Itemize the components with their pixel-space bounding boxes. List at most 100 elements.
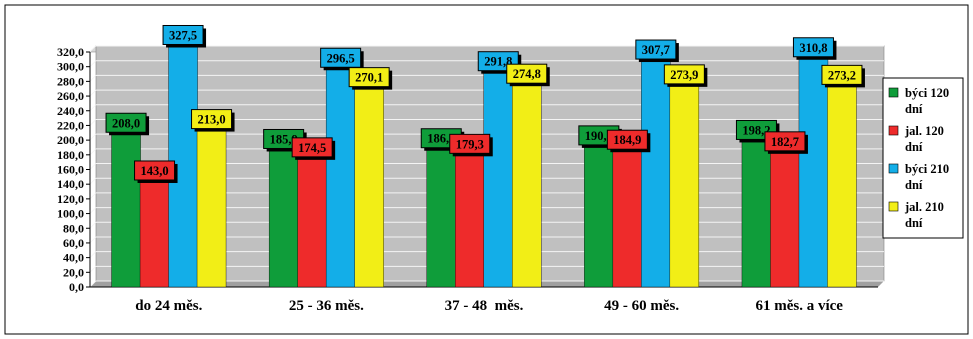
y-tick-label: 280,0 — [57, 74, 84, 88]
gridline-side — [89, 280, 97, 288]
data-label: 143,0 — [140, 164, 168, 178]
data-label-box — [606, 129, 648, 150]
data-label: 310,8 — [799, 41, 827, 55]
data-label: 185,9 — [270, 132, 298, 146]
legend-swatch — [888, 125, 899, 136]
y-tick-label: 220,0 — [57, 118, 84, 132]
bar — [741, 141, 772, 288]
gridline-side — [89, 221, 97, 229]
gridline-side — [89, 236, 97, 244]
data-label: 273,9 — [670, 68, 698, 82]
gridline-side — [89, 89, 97, 97]
y-tick-label: 140,0 — [57, 177, 84, 191]
data-label: 291,8 — [484, 55, 512, 69]
y-tick-label: 320,0 — [57, 45, 84, 59]
y-tick-label: 240,0 — [57, 104, 84, 118]
data-label: 174,5 — [298, 141, 326, 155]
bar — [455, 155, 485, 288]
y-tick-label: 60,0 — [63, 236, 84, 250]
legend-swatch — [888, 163, 899, 174]
y-tick-label: 100,0 — [57, 207, 84, 221]
legend-label: dní — [905, 216, 923, 230]
data-label: 296,5 — [327, 51, 355, 65]
x-category-label: do 24 měs. — [135, 298, 202, 314]
y-tick-label: 300,0 — [57, 60, 84, 74]
x-category-label: 49 - 60 měs. — [604, 298, 679, 314]
data-label: 184,9 — [613, 133, 641, 147]
bar — [426, 149, 456, 288]
legend-label: býci 210 — [905, 162, 949, 176]
y-tick-label: 200,0 — [57, 133, 84, 147]
y-tick-label: 120,0 — [57, 192, 84, 206]
data-label: 179,3 — [456, 137, 484, 151]
data-label: 270,1 — [355, 71, 383, 85]
bar — [325, 69, 356, 288]
bar — [268, 150, 299, 288]
legend-label: jal. 210 — [904, 200, 944, 214]
y-tick-label: 180,0 — [57, 148, 84, 162]
data-label-box — [134, 160, 176, 181]
data-label: 273,2 — [828, 68, 856, 82]
legend: býci 120 dní jal. 120 dní býci 210 dní jal. 21… — [882, 77, 964, 239]
bar — [827, 86, 857, 288]
x-category-label: 61 měs. a více — [755, 298, 843, 314]
bar — [512, 84, 542, 288]
data-label-box — [191, 109, 233, 130]
bar — [196, 130, 227, 288]
data-label: 307,7 — [642, 43, 670, 57]
gridline-side — [89, 251, 97, 258]
bar — [297, 158, 327, 288]
data-label: 198,2 — [742, 123, 770, 137]
legend-label: býci 120 — [905, 86, 949, 100]
bar — [798, 58, 829, 288]
data-label: 186,9 — [427, 132, 455, 146]
bar — [641, 60, 671, 288]
gridline-side — [89, 148, 97, 156]
data-label: 213,0 — [197, 113, 225, 127]
legend-label: dní — [905, 178, 923, 192]
gridline-side — [89, 133, 97, 141]
gridline-side — [89, 60, 97, 67]
y-tick-label: 20,0 — [63, 265, 84, 279]
gridline-side — [89, 119, 97, 126]
gridline-side — [89, 192, 97, 200]
gridline-side — [89, 163, 97, 170]
data-label-box — [320, 47, 362, 68]
data-label: 327,5 — [169, 28, 197, 42]
legend-box — [882, 77, 964, 239]
legend-label: jal. 120 — [904, 124, 944, 138]
y-tick-label: 40,0 — [63, 251, 84, 265]
bar — [483, 72, 513, 288]
bar — [584, 146, 614, 288]
gridline-side — [89, 266, 97, 273]
legend-swatch — [888, 87, 899, 98]
data-label-box — [635, 39, 677, 60]
y-tick-label: 80,0 — [63, 221, 84, 235]
data-label: 274,8 — [513, 67, 541, 81]
y-tick-label: 260,0 — [57, 89, 84, 103]
gridline-side — [89, 45, 97, 53]
data-label-box — [663, 64, 705, 85]
gridline-side — [89, 207, 97, 214]
legend-label: dní — [905, 102, 923, 116]
data-label-box — [821, 64, 863, 85]
data-label-box — [348, 67, 390, 88]
gridline-side — [89, 104, 97, 112]
bar — [139, 181, 170, 288]
data-label-box — [792, 37, 834, 58]
bar — [111, 134, 141, 288]
data-label: 208,0 — [112, 116, 140, 130]
x-category-label: 25 - 36 měs. — [289, 298, 364, 314]
y-axis-ticks: 0,020,040,060,080,0100,0120,0140,0160,01… — [57, 45, 90, 294]
bar — [669, 85, 700, 288]
y-tick-label: 160,0 — [57, 163, 84, 177]
bar — [612, 151, 643, 288]
bar — [770, 152, 800, 288]
data-label-box — [105, 112, 147, 133]
x-category-label: 37 - 48 měs. — [445, 298, 524, 314]
legend-label: dní — [905, 140, 923, 154]
data-label-box — [449, 133, 491, 154]
data-label: 190,8 — [585, 129, 613, 143]
